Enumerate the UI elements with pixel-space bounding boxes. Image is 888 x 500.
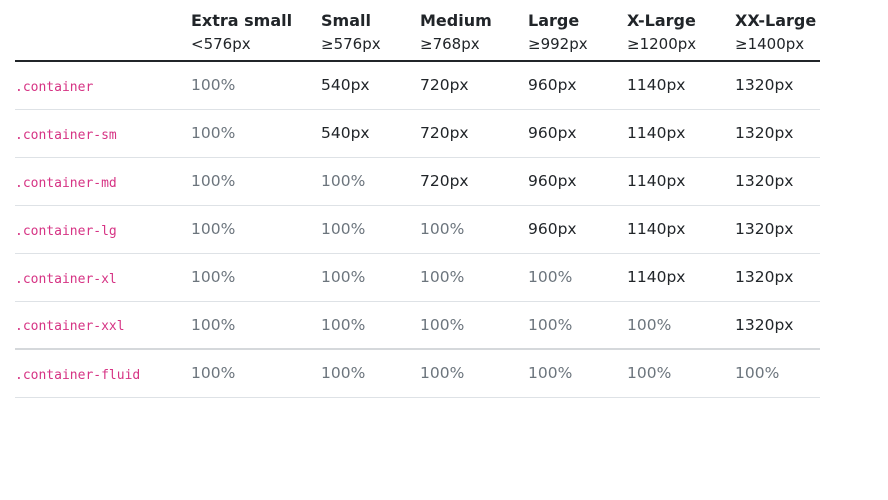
table-row: .container-fluid 100% 100% 100% 100% 100% 100% — [15, 349, 820, 398]
table-body: .container 100% 540px 720px 960px 1140px 1320p… — [15, 61, 820, 398]
max-width-value: 100% — [321, 301, 420, 350]
max-width-value: 100% — [735, 349, 820, 398]
max-width-value: 720px — [420, 157, 528, 206]
max-width-value: 960px — [528, 205, 627, 254]
container-class-name: .container-md — [15, 157, 191, 206]
container-breakpoints-table: Extra small <576px Small ≥576px Medium ≥… — [15, 0, 820, 398]
max-width-value: 960px — [528, 109, 627, 158]
max-width-value: 1140px — [627, 253, 735, 302]
table-row: .container-sm 100% 540px 720px 960px 1140px 13… — [15, 109, 820, 158]
header-cell-empty — [15, 0, 191, 62]
max-width-value: 100% — [321, 157, 420, 206]
header-name: Medium — [420, 11, 492, 30]
header-name: Extra small — [191, 11, 293, 30]
max-width-value: 100% — [191, 205, 321, 254]
max-width-value: 1140px — [627, 109, 735, 158]
container-class-name: .container-lg — [15, 205, 191, 254]
header-name: XX-Large — [735, 11, 817, 30]
max-width-value: 100% — [321, 253, 420, 302]
max-width-value: 100% — [191, 157, 321, 206]
max-width-value: 100% — [528, 301, 627, 350]
max-width-value: 1140px — [627, 205, 735, 254]
header-cell-extra-small: Extra small <576px — [191, 0, 321, 62]
header-range: ≥1400px — [735, 35, 805, 53]
max-width-value: 100% — [627, 349, 735, 398]
table-header: Extra small <576px Small ≥576px Medium ≥… — [15, 0, 820, 62]
container-class-name: .container-xl — [15, 253, 191, 302]
max-width-value: 100% — [420, 253, 528, 302]
container-class-name: .container-xxl — [15, 301, 191, 350]
max-width-value: 1320px — [735, 253, 820, 302]
header-cell-x-large: X-Large ≥1200px — [627, 0, 735, 62]
header-cell-large: Large ≥992px — [528, 0, 627, 62]
max-width-value: 1140px — [627, 157, 735, 206]
max-width-value: 100% — [528, 253, 627, 302]
max-width-value: 540px — [321, 109, 420, 158]
header-cell-medium: Medium ≥768px — [420, 0, 528, 62]
max-width-value: 100% — [528, 349, 627, 398]
max-width-value: 100% — [191, 349, 321, 398]
container-class-name: .container — [15, 61, 191, 110]
container-breakpoints-table-wrapper: Extra small <576px Small ≥576px Medium ≥… — [15, 0, 820, 398]
table-row: .container-xxl 100% 100% 100% 100% 100% 1320px — [15, 301, 820, 350]
header-cell-xx-large: XX-Large ≥1400px — [735, 0, 820, 62]
container-class-name: .container-sm — [15, 109, 191, 158]
table-row: .container-lg 100% 100% 100% 960px 1140px 1320… — [15, 205, 820, 254]
container-class-name: .container-fluid — [15, 349, 191, 398]
table-row: .container-xl 100% 100% 100% 100% 1140px 1320p… — [15, 253, 820, 302]
header-name: X-Large — [627, 11, 696, 30]
header-range: ≥992px — [528, 35, 588, 53]
max-width-value: 100% — [191, 109, 321, 158]
max-width-value: 1320px — [735, 205, 820, 254]
table-row: .container-md 100% 100% 720px 960px 1140px 132… — [15, 157, 820, 206]
max-width-value: 100% — [321, 349, 420, 398]
max-width-value: 100% — [191, 253, 321, 302]
max-width-value: 100% — [191, 61, 321, 110]
header-range: ≥1200px — [627, 35, 697, 53]
header-row: Extra small <576px Small ≥576px Medium ≥… — [15, 0, 820, 62]
max-width-value: 1140px — [627, 61, 735, 110]
max-width-value: 960px — [528, 157, 627, 206]
header-range: ≥576px — [321, 35, 381, 53]
max-width-value: 100% — [627, 301, 735, 350]
max-width-value: 720px — [420, 109, 528, 158]
max-width-value: 100% — [420, 205, 528, 254]
table-row: .container 100% 540px 720px 960px 1140px 1320p… — [15, 61, 820, 110]
max-width-value: 100% — [191, 301, 321, 350]
max-width-value: 1320px — [735, 301, 820, 350]
max-width-value: 540px — [321, 61, 420, 110]
max-width-value: 1320px — [735, 157, 820, 206]
max-width-value: 100% — [420, 301, 528, 350]
max-width-value: 100% — [420, 349, 528, 398]
header-name: Small — [321, 11, 371, 30]
header-cell-small: Small ≥576px — [321, 0, 420, 62]
max-width-value: 960px — [528, 61, 627, 110]
header-range: <576px — [191, 35, 251, 53]
header-name: Large — [528, 11, 580, 30]
max-width-value: 720px — [420, 61, 528, 110]
header-range: ≥768px — [420, 35, 480, 53]
max-width-value: 1320px — [735, 109, 820, 158]
max-width-value: 100% — [321, 205, 420, 254]
max-width-value: 1320px — [735, 61, 820, 110]
